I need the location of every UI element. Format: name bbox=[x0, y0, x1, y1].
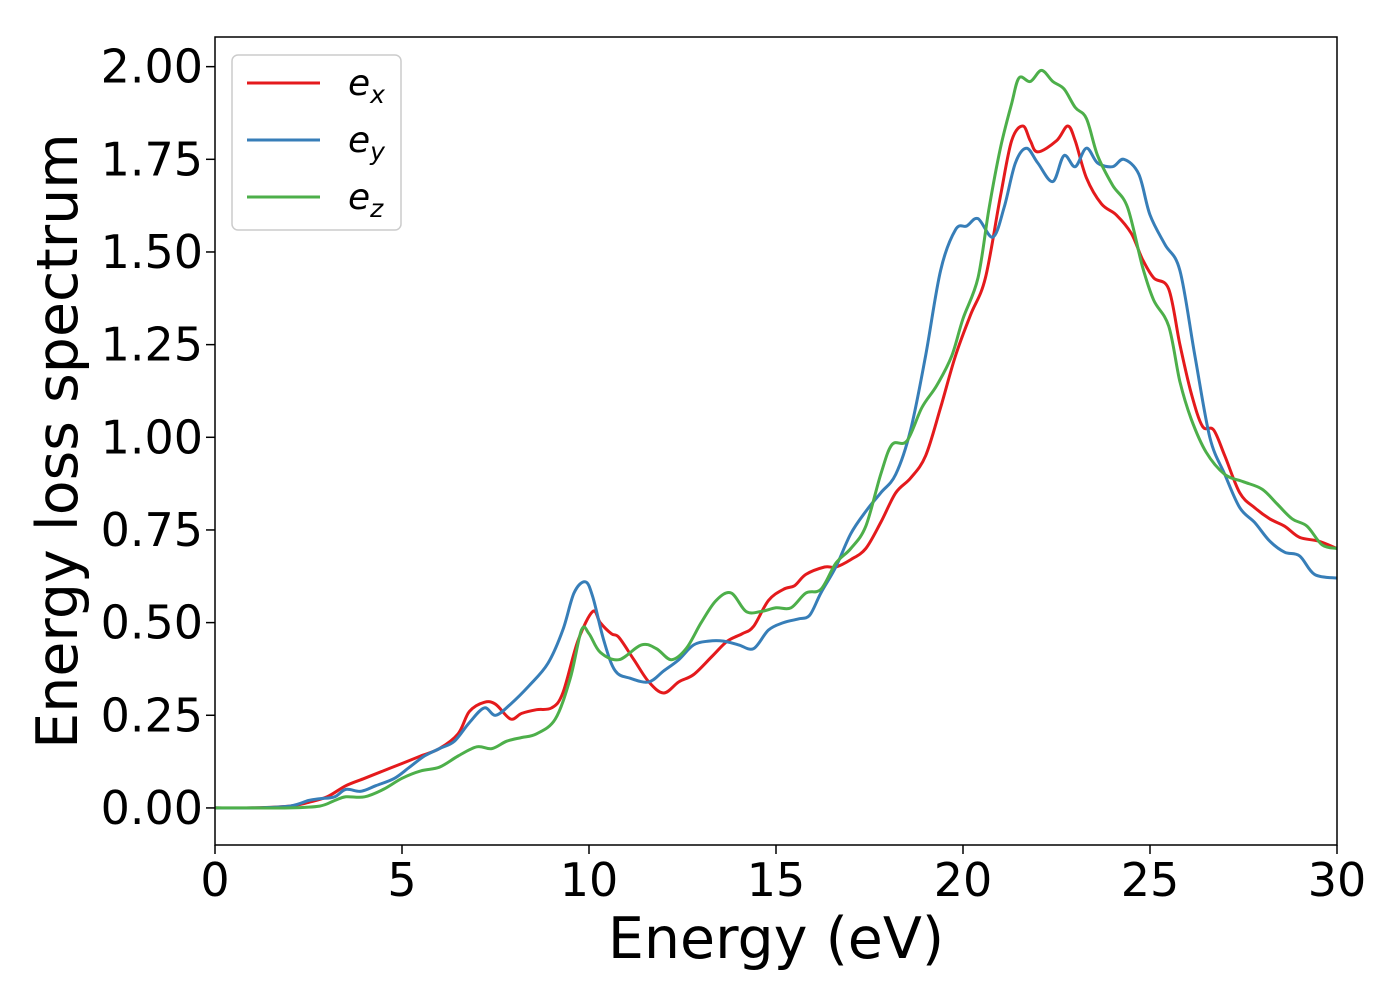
series-line-e-x bbox=[215, 124, 1337, 810]
legend-entries: ex ey ez bbox=[247, 63, 386, 223]
legend: ex ey ez bbox=[231, 54, 402, 231]
legend-frame bbox=[231, 54, 402, 231]
legend-label-x: ex bbox=[348, 63, 385, 109]
y-tick-label: 2.00 bbox=[101, 40, 203, 94]
x-tick-label: 30 bbox=[1308, 853, 1367, 907]
y-tick-label: 0.25 bbox=[101, 688, 203, 742]
y-tick-label: 0.50 bbox=[101, 596, 203, 650]
series-layer bbox=[215, 68, 1337, 810]
y-tick-label: 0.75 bbox=[101, 503, 203, 557]
x-tick-label: 20 bbox=[934, 853, 993, 907]
x-tick-label: 0 bbox=[200, 853, 229, 907]
y-axis-ticks: 0.00 0.25 0.50 0.75 1.00 1.25 1.50 1.75 2.00 bbox=[101, 40, 215, 835]
legend-label-y: ey bbox=[348, 120, 386, 166]
y-tick-label: 0.00 bbox=[101, 781, 203, 835]
series-line-e-y bbox=[215, 146, 1337, 810]
y-tick-label: 1.50 bbox=[101, 225, 203, 279]
x-tick-label: 5 bbox=[387, 853, 416, 907]
y-tick-label: 1.25 bbox=[101, 318, 203, 372]
x-tick-label: 25 bbox=[1121, 853, 1180, 907]
x-tick-label: 15 bbox=[747, 853, 806, 907]
y-tick-label: 1.00 bbox=[101, 410, 203, 464]
x-axis-label: Energy (eV) bbox=[608, 906, 944, 972]
y-axis-label: Energy loss spectrum bbox=[25, 133, 91, 749]
legend-label-z: ez bbox=[348, 177, 384, 223]
y-tick-label: 1.75 bbox=[101, 132, 203, 186]
series-line-e-z bbox=[215, 68, 1337, 810]
x-tick-label: 10 bbox=[560, 853, 619, 907]
x-axis-ticks: 0 5 10 15 20 25 30 bbox=[200, 845, 1366, 907]
